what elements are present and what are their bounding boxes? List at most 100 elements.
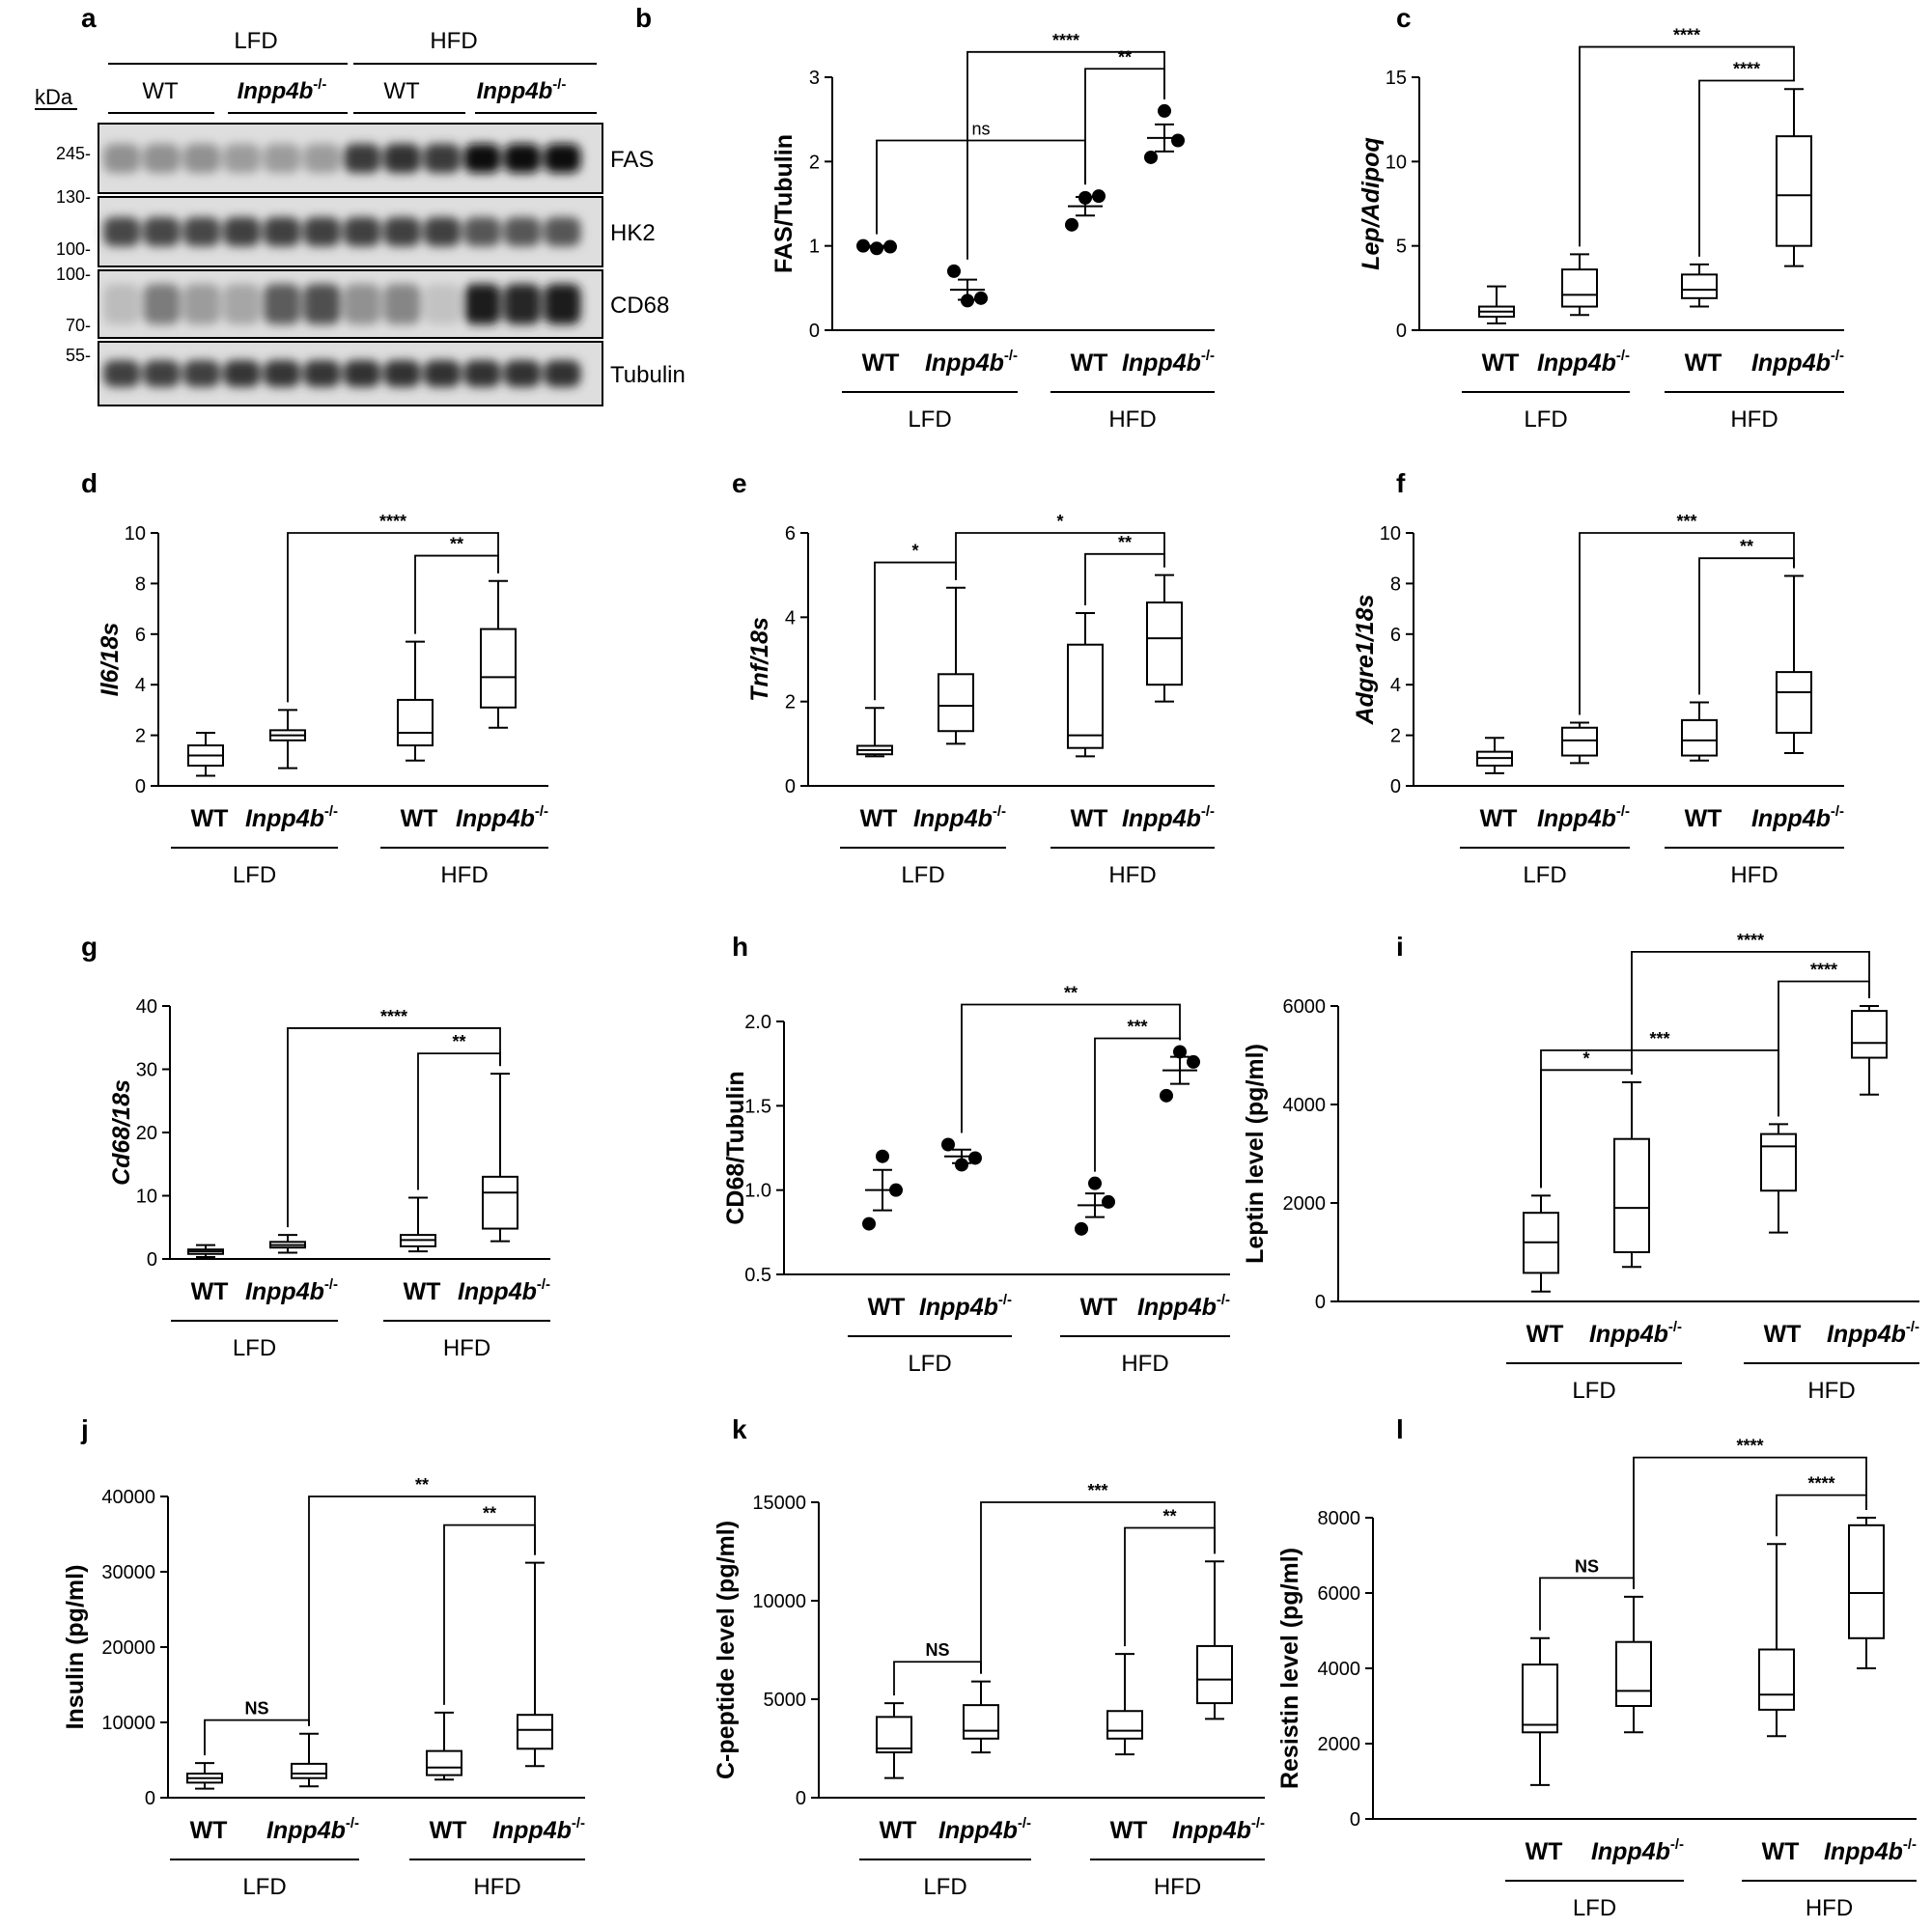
y-axis-label: Tnf/18s [746, 617, 773, 702]
blot-band [183, 216, 220, 247]
y-axis-label: Insulin (pg/ml) [62, 1565, 89, 1730]
box-1 [1476, 737, 1513, 774]
blot-band [544, 360, 581, 387]
bracket-label: * [1056, 512, 1063, 531]
box-4 [517, 1561, 553, 1768]
panel-letter-a: a [81, 3, 97, 33]
box-4 [1146, 573, 1183, 703]
y-tick-label: 10 [1386, 152, 1407, 173]
bracket-label: **** [1810, 961, 1837, 980]
x-label-inpp4b: Inpp4b-/- [492, 1815, 585, 1844]
data-point [1160, 1088, 1173, 1103]
bracket-label: ** [1064, 984, 1078, 1003]
panel-letter-c: c [1396, 3, 1412, 33]
box-1 [186, 1762, 223, 1790]
diet-label: LFD [1523, 862, 1566, 888]
panel-letter-i: i [1396, 932, 1404, 962]
blot-band [504, 360, 541, 387]
panel-l: l 0 2000 4000 6000 8000 Resistin level (pg/ml)… [1276, 1414, 1917, 1921]
x-group-labels: WT Inpp4b-/- LFD WT Inpp4b-/- HFD [842, 348, 1215, 433]
box-2 [1615, 1595, 1652, 1734]
significance-bracket: **** [1778, 961, 1870, 1117]
x-group-labels: WT Inpp4b-/- LFD WT Inpp4b-/- HFD [171, 1276, 550, 1361]
blot-band [103, 284, 140, 324]
data-point [974, 291, 988, 305]
diet-label: HFD [1807, 1378, 1855, 1404]
blot-band [223, 216, 261, 247]
x-label-inpp4b: Inpp4b-/- [1751, 803, 1844, 832]
blot-band [383, 360, 421, 387]
significance-bracket: **** [1631, 931, 1870, 1076]
x-group-labels: WT Inpp4b-/- LFD WT Inpp4b-/- HFD [848, 1292, 1230, 1377]
y-tick-label: 10 [1380, 523, 1401, 545]
significance-bracket: ** [1698, 537, 1795, 695]
y-tick-label: 40000 [101, 1487, 155, 1508]
box-iqr [482, 1175, 518, 1230]
x-label-wt: WT [401, 805, 438, 832]
diet-label: LFD [908, 1351, 951, 1377]
blot-band [504, 143, 541, 174]
diet-label: HFD [1121, 1351, 1168, 1377]
blot-band [544, 284, 581, 324]
mw-marker-100a: 100- [56, 239, 91, 259]
x-label-inpp4b: Inpp4b-/- [1537, 803, 1630, 832]
x-label-wt: WT [1526, 1838, 1563, 1865]
significance-bracket: ** [417, 1032, 501, 1190]
box-iqr [1146, 601, 1183, 686]
bracket-line [308, 1496, 536, 1726]
box-2 [269, 709, 306, 769]
data-point [1171, 133, 1185, 148]
x-label-wt: WT [868, 1294, 906, 1321]
blot-label-tubulin: Tubulin [610, 362, 686, 388]
box-iqr [1776, 671, 1812, 734]
blot-band [264, 216, 300, 247]
bracket-line [1698, 79, 1795, 257]
box-4 [1776, 88, 1812, 267]
x-label-inpp4b: Inpp4b-/- [1122, 348, 1215, 377]
bracket-line [1124, 1526, 1216, 1647]
x-group-labels: WT Inpp4b-/- LFD WT Inpp4b-/- HFD [170, 1815, 585, 1900]
blot-band [143, 360, 181, 387]
x-label-wt: WT [1080, 1294, 1118, 1321]
box-3 [400, 1196, 436, 1253]
mw-marker-55: 55- [66, 346, 91, 365]
blot-band [463, 284, 501, 324]
x-label-inpp4b: Inpp4b-/- [1122, 803, 1215, 832]
y-tick-label: 2 [785, 692, 796, 713]
panel-letter-e: e [732, 468, 747, 498]
diet-label: LFD [233, 862, 276, 888]
bracket-line [1540, 1069, 1633, 1188]
x-label-inpp4b: Inpp4b-/- [925, 348, 1018, 377]
box-iqr [1851, 1010, 1888, 1059]
panel-letter-d: d [81, 468, 98, 498]
x-label-wt: WT [1480, 805, 1518, 832]
diet-label: HFD [1108, 862, 1156, 888]
mw-marker-245: 245- [56, 144, 91, 163]
y-tick-label: 6000 [1318, 1583, 1361, 1605]
blot-band [303, 360, 341, 387]
bracket-line [287, 532, 499, 703]
y-tick-label: 4 [1390, 675, 1401, 696]
bracket-label: *** [1127, 1017, 1147, 1036]
x-label-wt: WT [1764, 1321, 1802, 1348]
y-tick-label: 5 [1396, 237, 1407, 258]
box-2 [963, 1680, 999, 1754]
x-label-wt: WT [862, 349, 900, 377]
y-tick-label: 5000 [764, 1690, 807, 1711]
significance-bracket: ** [1084, 47, 1165, 185]
diet-label: HFD [440, 862, 488, 888]
blot-band [223, 284, 261, 324]
bracket-label: *** [1649, 1029, 1669, 1048]
bracket-label: ** [483, 1504, 496, 1524]
data-point [1102, 1194, 1115, 1209]
significance-bracket: ** [443, 1504, 536, 1705]
blot-band [344, 216, 380, 247]
bracket-label: **** [1737, 931, 1764, 950]
x-label-inpp4b: Inpp4b-/- [1537, 348, 1630, 377]
